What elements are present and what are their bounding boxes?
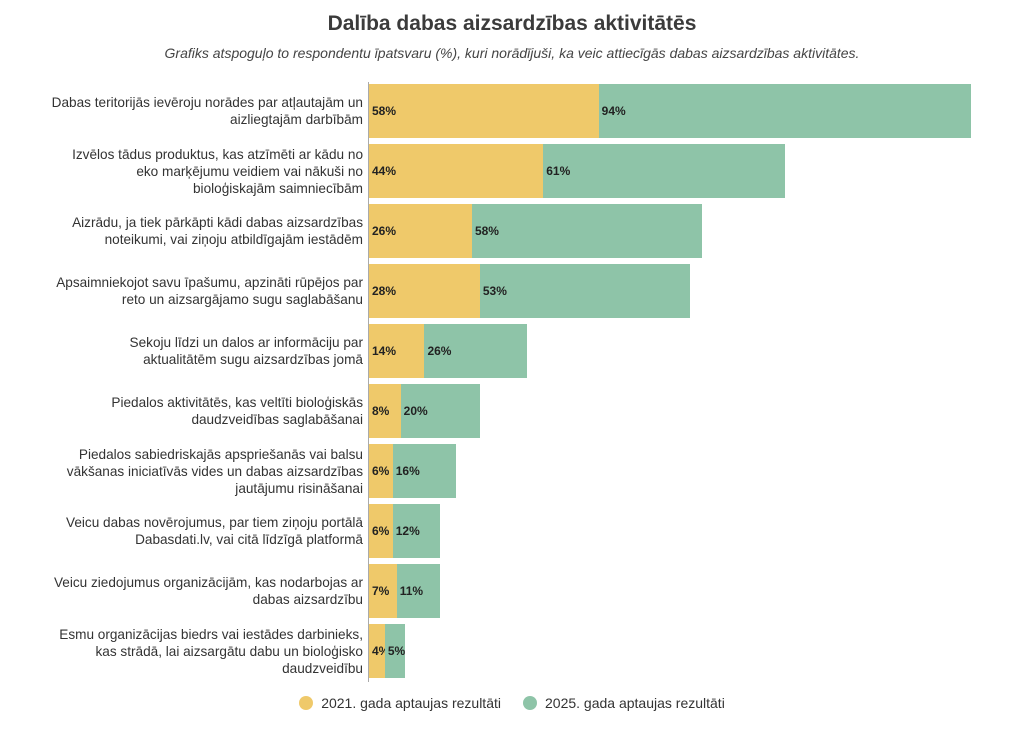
data-label-2025: 16% (395, 464, 420, 478)
data-label-2025: 53% (482, 284, 507, 298)
bar-segment-2021[interactable] (369, 144, 544, 198)
bar-segment-2021[interactable] (369, 324, 425, 378)
category-label-text: Apsaimniekojot savu īpašumu, apzināti rū… (56, 275, 363, 307)
category-label: Piedalos aktivitātēs, kas veltīti bioloģ… (3, 384, 363, 438)
bar-segment-2025[interactable] (543, 144, 785, 198)
data-label-2025: 61% (546, 164, 571, 178)
bar-segment-2021[interactable] (369, 84, 599, 138)
chart-subtitle: Grafiks atspoguļo to respondentu īpatsva… (164, 45, 860, 61)
category-label-text: Veicu dabas novērojumus, par tiem ziņoju… (66, 515, 363, 547)
legend-swatch-2021 (299, 696, 314, 710)
bar-segment-2025[interactable] (400, 384, 480, 438)
category-label-text: Izvēlos tādus produktus, kas atzīmēti ar… (72, 146, 363, 196)
category-label-text: Sekoju līdzi un dalos ar informāciju par… (129, 335, 363, 367)
category-label: Veicu ziedojumus organizācijām, kas noda… (3, 564, 363, 618)
legend-label-2021: 2021. gada aptaujas rezultāti (321, 695, 501, 711)
bar-segment-2021[interactable] (369, 624, 385, 678)
legend-item-2021[interactable]: 2021. gada aptaujas rezultāti (299, 695, 501, 711)
data-label-2025: 94% (601, 104, 626, 118)
bar-segment-2025[interactable] (424, 324, 528, 378)
legend: 2021. gada aptaujas rezultāti 2025. gada… (0, 695, 1024, 711)
y-axis-line (368, 82, 369, 682)
category-label: Esmu organizācijas biedrs vai iestādes d… (3, 624, 363, 678)
data-label-2025: 58% (474, 224, 499, 238)
data-label-2021: 44% (372, 164, 397, 178)
bar-segment-2021[interactable] (369, 264, 480, 318)
bar-segment-2021[interactable] (369, 504, 393, 558)
bar-segment-2025[interactable] (384, 624, 405, 678)
data-label-2025: 20% (403, 404, 428, 418)
data-label-2021: 14% (372, 344, 397, 358)
data-label-2021: 28% (372, 284, 397, 298)
bar-segment-2025[interactable] (392, 504, 441, 558)
category-label: Apsaimniekojot savu īpašumu, apzināti rū… (3, 264, 363, 318)
data-label-2021: 8% (372, 404, 390, 418)
data-label-2021: 6% (372, 464, 390, 478)
category-label-text: Aizrādu, ja tiek pārkāpti kādi dabas aiz… (72, 215, 363, 247)
data-label-2025: 11% (399, 584, 424, 598)
data-label-2021: 26% (372, 224, 397, 238)
category-label-text: Piedalos aktivitātēs, kas veltīti bioloģ… (111, 395, 363, 427)
bar-segment-2021[interactable] (369, 564, 397, 618)
data-label-2021: 6% (372, 524, 390, 538)
category-label-text: Esmu organizācijas biedrs vai iestādes d… (59, 626, 363, 676)
category-label: Izvēlos tādus produktus, kas atzīmēti ar… (3, 144, 363, 198)
legend-swatch-2025 (523, 696, 537, 710)
chart-title: Dalība dabas aizsardzības aktivitātēs (327, 12, 697, 35)
data-label-2025: 26% (427, 344, 452, 358)
category-label-text: Dabas teritorijās ievēroju norādes par a… (51, 95, 363, 127)
category-label: Veicu dabas novērojumus, par tiem ziņoju… (3, 504, 363, 558)
data-label-2025: 12% (395, 524, 420, 538)
data-label-2021: 7% (372, 584, 390, 598)
category-label: Dabas teritorijās ievēroju norādes par a… (3, 84, 363, 138)
category-label-text: Piedalos sabiedriskajās apspriešanās vai… (66, 446, 363, 496)
legend-label-2025: 2025. gada aptaujas rezultāti (545, 695, 725, 711)
bar-segment-2021[interactable] (369, 384, 401, 438)
category-label: Piedalos sabiedriskajās apspriešanās vai… (3, 444, 363, 498)
bar-segment-2025[interactable] (392, 444, 457, 498)
bar-segment-2021[interactable] (369, 204, 472, 258)
bar-segment-2025[interactable] (471, 204, 702, 258)
category-label: Aizrādu, ja tiek pārkāpti kādi dabas aiz… (3, 204, 363, 258)
bar-segment-2025[interactable] (479, 264, 690, 318)
category-label: Sekoju līdzi un dalos ar informāciju par… (3, 324, 363, 378)
bar-segment-2025[interactable] (598, 84, 971, 138)
bar-segment-2021[interactable] (369, 444, 393, 498)
category-label-text: Veicu ziedojumus organizācijām, kas noda… (53, 575, 363, 607)
bar-segment-2025[interactable] (396, 564, 441, 618)
data-label-2021: 58% (372, 104, 397, 118)
data-label-2025: 5% (387, 644, 406, 658)
legend-item-2025[interactable]: 2025. gada aptaujas rezultāti (523, 695, 725, 711)
